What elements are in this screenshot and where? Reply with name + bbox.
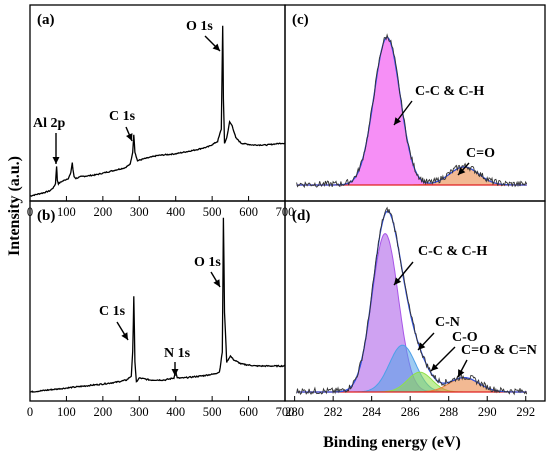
panel-b-xtick-label: 200 [93, 405, 112, 419]
panel-a-xtick-label: 300 [130, 205, 149, 219]
annotation-n1s-label: N 1s [164, 346, 191, 361]
panel-a-spectrum-line [29, 25, 286, 197]
panel-d-xtick-label: 280 [285, 405, 304, 419]
panel-b-xtick-label: 600 [239, 405, 258, 419]
panel-c-letter: (c) [292, 12, 309, 28]
panel-c-component-0 [296, 36, 527, 186]
panel-d-xtick-label: 290 [478, 405, 497, 419]
panel-d-letter: (d) [292, 208, 310, 224]
panel-a-xtick-label: 0 [27, 205, 33, 219]
panel-b-xtick-label: 0 [27, 405, 33, 419]
annotation-cc-ch-c-label: C-C & C-H [415, 84, 484, 99]
annotation-n1s-arrow [171, 362, 179, 376]
y-axis-label: Intensity (a.u.) [6, 156, 23, 256]
panel-b-xtick-label: 700 [276, 405, 295, 419]
panel-b-spectrum-line [29, 217, 286, 394]
panel-d: (d) C-C & C-H C-NC-OC=O & C=N [284, 200, 546, 402]
panel-d-xtick-label: 282 [324, 405, 343, 419]
panel-a-frame [29, 4, 286, 202]
annotation-c-o-d-label: C-O [452, 330, 478, 345]
panel-a-xtick-label: 100 [57, 205, 76, 219]
annotation-cn-label: C-N [435, 315, 460, 330]
annotation-c1s-a-arrow [125, 126, 133, 142]
annotation-c1s-a-label: C 1s [109, 109, 136, 124]
panel-d-xtick-label: 288 [439, 405, 458, 419]
panel-a-letter: (a) [37, 12, 55, 28]
annotation-co-c-label: C=O [466, 146, 495, 161]
panel-b-xtick-label: 400 [166, 405, 185, 419]
panel-b-xtick-label: 100 [57, 405, 76, 419]
panel-a-xtick-label: 700 [276, 205, 295, 219]
panel-c-raw-data [296, 33, 528, 189]
panel-b-xtick-label: 300 [130, 405, 149, 419]
panel-a: (a) Al 2p C 1s O 1s [29, 4, 286, 202]
annotation-al2p-label: Al 2p [33, 116, 66, 131]
panel-d-xtick-label: 286 [401, 405, 420, 419]
annotation-c1s-b-arrow [116, 321, 129, 341]
annotation-cc-ch-d-label: C-C & C-H [418, 244, 487, 259]
annotation-cc-ch-c-arrow [393, 100, 413, 126]
annotation-c-o-d-arrow [430, 346, 456, 372]
panel-b: (b) C 1s N 1s O 1s [29, 200, 286, 402]
annotation-cc-ch-d-arrow [393, 261, 414, 286]
x-axis-label: Binding energy (eV) [323, 434, 461, 451]
annotation-co-c-arrow [457, 162, 470, 176]
panel-a-xtick-label: 400 [166, 205, 185, 219]
annotation-o1s-b-label: O 1s [194, 255, 221, 270]
panel-a-xtick-label: 500 [203, 205, 222, 219]
panel-d-frame [284, 200, 546, 402]
panel-b-frame [29, 200, 286, 402]
annotation-co-cn-arrow [457, 359, 468, 378]
annotation-c1s-b-label: C 1s [99, 304, 126, 319]
annotation-o1s-a-arrow [204, 35, 221, 52]
annotation-o1s-b-arrow [210, 271, 221, 288]
annotation-o1s-a-label: O 1s [186, 19, 213, 34]
panel-b-xtick-label: 500 [203, 405, 222, 419]
panel-d-xtick-label: 284 [362, 405, 382, 419]
panel-a-xtick-label: 600 [239, 205, 258, 219]
panel-c: (c) C-C & C-H C=O [284, 4, 546, 202]
tick-labels: 0 100 200 300 400 500 600 700 0 100 200 300 400 500 60… [27, 196, 535, 419]
panel-d-raw-data [296, 206, 528, 396]
annotation-al2p-arrow [52, 133, 60, 164]
panel-b-letter: (b) [37, 208, 55, 224]
panel-d-xtick-label: 292 [516, 405, 535, 419]
panel-a-xtick-label: 200 [93, 205, 112, 219]
annotation-cn-arrow [417, 332, 435, 351]
annotation-co-cn-label: C=O & C=N [461, 343, 537, 358]
